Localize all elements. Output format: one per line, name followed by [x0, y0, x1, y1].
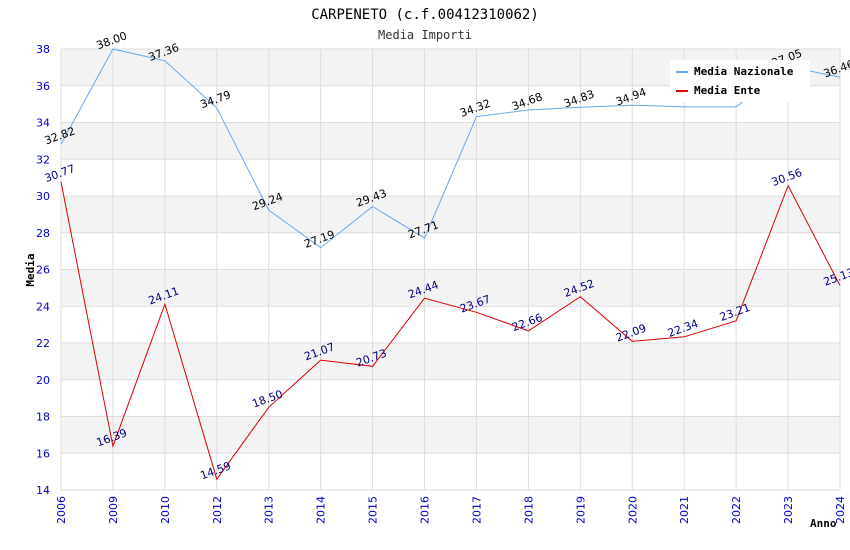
band [61, 122, 840, 160]
y-tick-label: 30 [36, 190, 50, 203]
x-tick-label: 2019 [574, 496, 587, 524]
x-tick-label: 2023 [782, 496, 795, 524]
band [61, 453, 840, 490]
y-tick-label: 14 [36, 484, 50, 497]
y-tick-label: 26 [36, 264, 50, 277]
legend-box [670, 60, 810, 102]
series-line-media-ente [60, 181, 841, 481]
legend: Media Nazionale Media Ente [670, 60, 810, 102]
y-tick-label: 20 [36, 374, 50, 387]
x-tick-label: 2009 [107, 496, 120, 524]
y-tick-label: 38 [36, 43, 50, 56]
chart-title: CARPENETO (c.f.00412310062) [311, 7, 539, 23]
band [61, 343, 840, 380]
x-tick-label: 2018 [522, 496, 535, 524]
x-tick-label: 2015 [367, 496, 380, 524]
series-lines [60, 48, 841, 481]
x-tick-label: 2017 [470, 496, 483, 524]
x-tick-label: 2012 [211, 496, 224, 524]
y-tick-label: 34 [36, 117, 50, 130]
y-tick-label: 18 [36, 411, 50, 424]
gridlines [60, 48, 841, 491]
legend-label-media-ente: Media Ente [694, 84, 761, 97]
x-tick-label: 2020 [626, 496, 639, 524]
x-tick-label: 2010 [159, 496, 172, 524]
y-tick-label: 32 [36, 153, 50, 166]
x-tick-label: 2014 [315, 496, 328, 524]
series-line-media-nazionale [60, 48, 841, 249]
x-tick-label: 2006 [55, 496, 68, 524]
y-tick-label: 24 [36, 300, 50, 313]
band [61, 196, 840, 233]
y-tick-label: 28 [36, 227, 50, 240]
x-axis-label: Anno [810, 517, 837, 530]
chart-subtitle: Media Importi [378, 28, 472, 42]
x-tick-label: 2022 [730, 496, 743, 524]
background-bands [61, 49, 840, 490]
y-axis-ticks: 14 16 18 20 22 24 26 28 30 32 34 36 38 [36, 43, 50, 497]
band [61, 269, 840, 307]
legend-label-media-nazionale: Media Nazionale [694, 65, 794, 78]
x-tick-label: 2021 [678, 496, 691, 524]
y-tick-label: 22 [36, 337, 50, 350]
x-tick-label: 2024 [834, 496, 847, 524]
x-axis-ticks: 2006 2009 2010 2012 2013 2014 2015 2016 2017 2018… [55, 496, 847, 524]
y-tick-label: 16 [36, 447, 50, 460]
y-axis-label: Media [24, 253, 37, 286]
x-tick-label: 2016 [419, 496, 432, 524]
band [61, 379, 840, 417]
x-tick-label: 2013 [263, 496, 276, 524]
band [61, 416, 840, 454]
y-tick-label: 36 [36, 80, 50, 93]
band [61, 232, 840, 270]
band [61, 306, 840, 343]
